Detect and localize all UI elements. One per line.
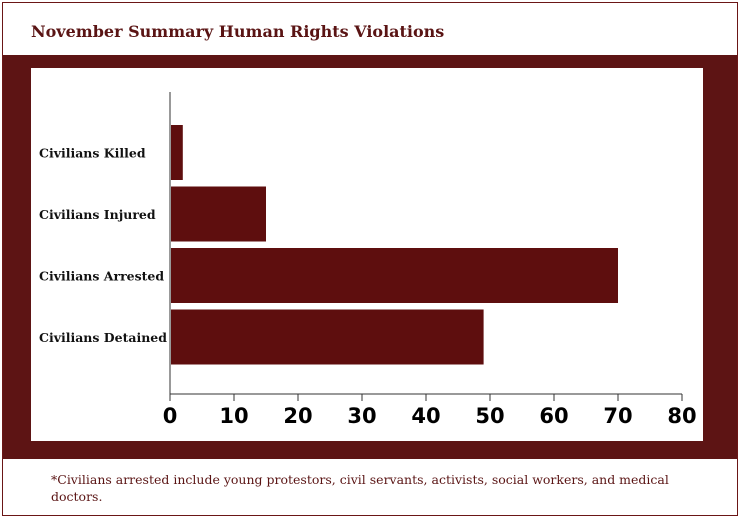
category-label: Civilians Injured bbox=[39, 207, 156, 222]
x-tick-label: 60 bbox=[539, 404, 568, 428]
x-tick-label: 50 bbox=[475, 404, 504, 428]
bar-chart: 0 10 20 30 40 50 60 70 80 Civilians Killed Civilia… bbox=[39, 92, 697, 428]
bar bbox=[171, 125, 183, 180]
x-tick-label: 30 bbox=[347, 404, 376, 428]
bar bbox=[171, 186, 266, 242]
x-tick-label: 10 bbox=[219, 404, 248, 428]
title-bar: November Summary Human Rights Violations bbox=[3, 3, 737, 53]
category-label: Civilians Detained bbox=[39, 330, 167, 345]
category-label: Civilians Killed bbox=[39, 146, 146, 161]
x-tick-label: 40 bbox=[411, 404, 440, 428]
chart-title: November Summary Human Rights Violations bbox=[31, 22, 445, 41]
bar bbox=[171, 309, 484, 365]
category-label: Civilians Arrested bbox=[39, 269, 164, 284]
bar bbox=[171, 248, 618, 303]
x-tick-label: 70 bbox=[603, 404, 632, 428]
x-tick-label: 80 bbox=[667, 404, 696, 428]
plot-panel: 0 10 20 30 40 50 60 70 80 Civilians Killed Civilia… bbox=[31, 68, 703, 441]
x-tick-label: 20 bbox=[283, 404, 312, 428]
chart-frame: November Summary Human Rights Violations… bbox=[2, 2, 738, 516]
chart-band: 0 10 20 30 40 50 60 70 80 Civilians Killed Civilia… bbox=[3, 55, 737, 459]
x-tick-label: 0 bbox=[163, 404, 178, 428]
footnote: *Civilians arrested include young protes… bbox=[51, 472, 669, 504]
